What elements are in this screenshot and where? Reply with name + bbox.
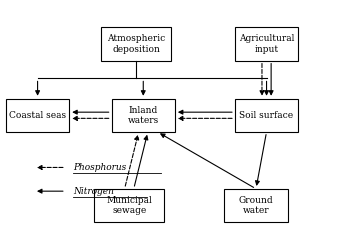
Bar (94, 189, 164, 222)
Text: Inland
waters: Inland waters (128, 106, 159, 125)
Text: Agricultural
input: Agricultural input (239, 34, 294, 54)
Bar (224, 189, 288, 222)
Text: Phosphorus: Phosphorus (73, 163, 126, 172)
Text: Soil surface: Soil surface (240, 111, 294, 120)
Text: Nitrogen: Nitrogen (73, 187, 114, 196)
Bar (6, 99, 69, 132)
Text: Municipal
sewage: Municipal sewage (106, 196, 152, 215)
Bar (235, 99, 298, 132)
Bar (235, 28, 298, 61)
Bar (101, 28, 172, 61)
Text: Atmospheric
deposition: Atmospheric deposition (107, 34, 165, 54)
Text: Ground
water: Ground water (239, 196, 273, 215)
Bar (111, 99, 175, 132)
Text: Coastal seas: Coastal seas (9, 111, 66, 120)
